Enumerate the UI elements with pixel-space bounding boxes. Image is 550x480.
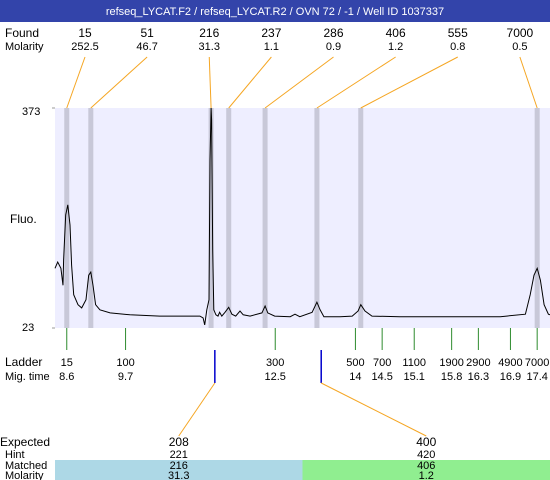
peak-connector [316,56,396,109]
peak-connector [90,56,148,109]
ladder-size: 2900 [466,357,490,369]
ladder-time: 12.5 [265,371,286,383]
expected-matched: 406 [417,460,435,472]
found-size: 406 [386,26,406,40]
peak-connector [360,56,458,109]
ladder-size: 7000 [525,357,549,369]
found-size: 555 [448,26,468,40]
expected-expected: 400 [416,435,436,449]
peak-connector [228,56,272,109]
found-size: 15 [78,26,92,40]
ladder-time: 15.1 [404,371,425,383]
expected-connector [178,382,216,437]
y-axis-label: Fluo. [10,212,37,226]
found-size: 51 [140,26,154,40]
expected-expected: 208 [169,435,189,449]
peak-band [64,108,70,328]
molarity-label: Molarity [5,41,44,53]
found-size: 7000 [507,26,534,40]
y-tick-label: 373 [22,106,40,118]
ladder-time: 14.5 [371,371,392,383]
found-molarity: 31.3 [199,41,220,53]
ladder-time: 14 [349,371,361,383]
ladder-time: 8.6 [59,371,74,383]
ladder-size: 100 [116,357,134,369]
peak-band [226,108,232,328]
found-label: Found [5,26,39,40]
ladder-time: 16.3 [468,371,489,383]
peak-connector [519,56,538,109]
peak-band [88,108,94,328]
expected-matched: 216 [170,460,188,472]
ladder-size: 700 [373,357,391,369]
matched-cell [302,460,550,480]
expected-molarity: 1.2 [419,470,434,480]
plot-area [55,108,550,328]
trace [54,107,550,326]
row-label: Matched [5,460,47,472]
found-molarity: 252.5 [71,41,99,53]
peak-connector [66,56,86,109]
ladder-time: 15.8 [441,371,462,383]
header-bar [0,0,550,22]
peak-band [208,108,214,328]
ladder-size: 15 [61,357,73,369]
expected-hint: 221 [170,449,188,461]
found-molarity: 1.1 [264,41,279,53]
peak-connector [264,56,334,109]
ladder-size: 1100 [402,357,426,369]
ladder-label: Ladder [5,355,42,369]
found-molarity: 0.9 [326,41,341,53]
peak-connector [208,56,212,109]
found-molarity: 1.2 [388,41,403,53]
ladder-size: 1900 [439,357,463,369]
peak-band [262,108,268,328]
chart-title: refseq_LYCAT.F2 / refseq_LYCAT.R2 / OVN … [106,6,444,18]
peak-band [358,108,364,328]
row-label: Expected [0,435,50,449]
ladder-size: 4900 [498,357,522,369]
peak-band [534,108,540,328]
found-size: 216 [199,26,219,40]
mig-time-label: Mig. time [5,371,50,383]
found-molarity: 46.7 [136,41,157,53]
found-size: 237 [261,26,281,40]
ladder-size: 500 [346,357,364,369]
found-molarity: 0.8 [450,41,465,53]
found-molarity: 0.5 [512,41,527,53]
row-label: Molarity [5,470,44,480]
matched-cell [55,460,303,480]
expected-molarity: 31.3 [168,470,189,480]
found-size: 286 [323,26,343,40]
expected-hint: 420 [417,449,435,461]
y-tick-label: 23 [22,322,34,334]
ladder-time: 9.7 [118,371,133,383]
row-label: Hint [5,449,25,461]
peak-band [314,108,320,328]
ladder-time: 17.4 [526,371,547,383]
ladder-size: 300 [266,357,284,369]
expected-connector [320,382,427,437]
ladder-time: 16.9 [500,371,521,383]
